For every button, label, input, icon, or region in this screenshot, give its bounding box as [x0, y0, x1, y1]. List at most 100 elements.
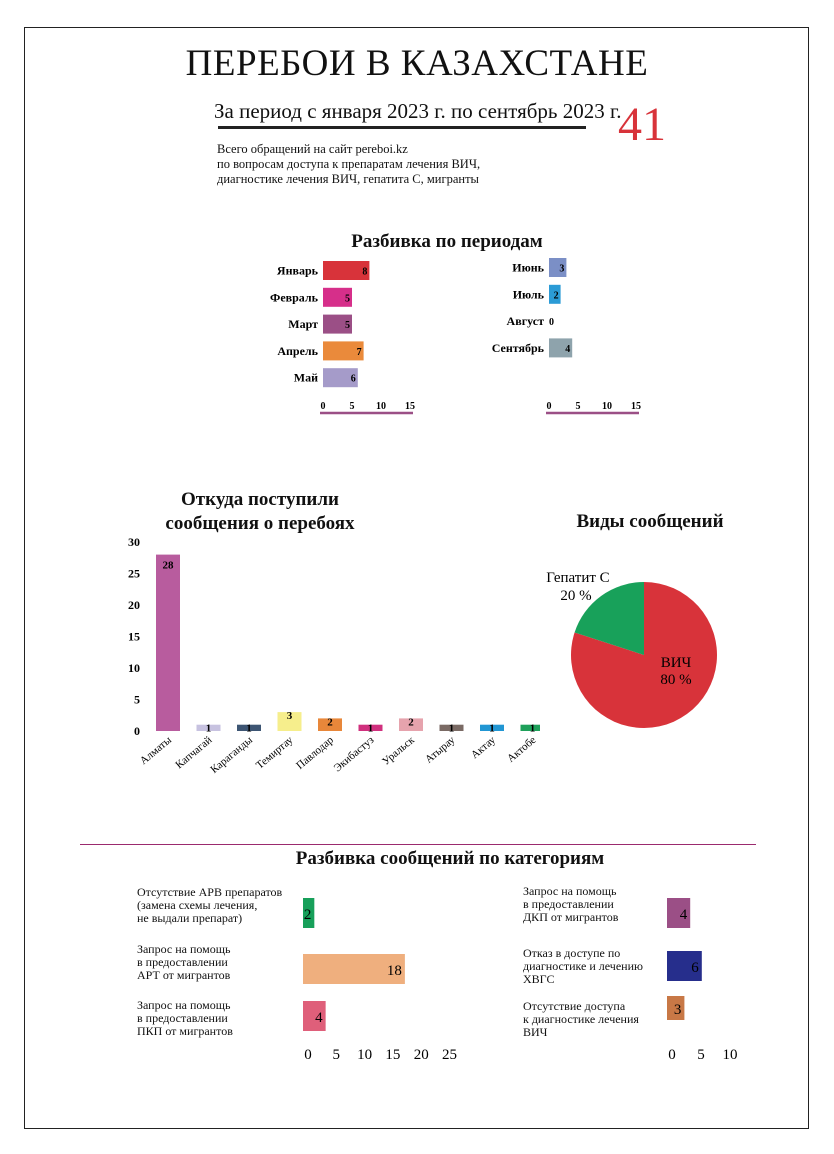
- period-bar: [323, 314, 352, 334]
- period-bar: [323, 287, 352, 307]
- category-label: Отказ в доступе по диагностике и лечению…: [523, 946, 643, 986]
- category-label: Запрос на помощь в предоставлении ПКП от…: [137, 998, 233, 1038]
- category-label: Отсутствие АРВ препаратов (замена схемы …: [137, 885, 283, 925]
- period-value-label: 5: [345, 293, 350, 304]
- city-value-label: 1: [489, 723, 495, 735]
- period-bar: [323, 368, 358, 388]
- category-bar: [303, 1001, 326, 1031]
- category-bar: [303, 954, 405, 984]
- city-category-label: Актау: [469, 734, 498, 761]
- period-tick-label: 15: [631, 401, 641, 412]
- category-value-label: 2: [304, 907, 312, 923]
- category-tick-label: 5: [697, 1047, 705, 1063]
- category-label: Отсутствие доступа к диагностике лечения…: [523, 999, 639, 1039]
- category-tick-label: 20: [414, 1047, 429, 1063]
- period-label: Июль: [513, 287, 545, 301]
- period-tick-label: 0: [547, 401, 552, 412]
- city-value-label: 2: [327, 716, 333, 728]
- city-y-tick-label: 15: [128, 630, 140, 644]
- period-tick-label: 10: [376, 401, 386, 412]
- city-value-label: 3: [287, 710, 293, 722]
- category-tick-label: 10: [357, 1047, 372, 1063]
- category-tick-label: 15: [385, 1047, 400, 1063]
- period-label: Март: [288, 317, 318, 331]
- period-bar: [549, 338, 573, 358]
- category-tick-label: 10: [723, 1047, 738, 1063]
- category-tick-label: 0: [668, 1047, 676, 1063]
- period-value-label: 3: [559, 264, 564, 275]
- city-y-tick-label: 20: [128, 598, 140, 612]
- city-category-label: Алматы: [138, 734, 175, 767]
- period-tick-label: 5: [576, 401, 581, 412]
- city-y-tick-label: 5: [134, 693, 140, 707]
- city-bar: [318, 718, 342, 731]
- category-bar: [667, 996, 685, 1020]
- page-subtitle: За период с января 2023 г. по сентябрь 2…: [214, 99, 622, 123]
- city-category-label: Атырау: [423, 734, 458, 766]
- city-bar: [439, 724, 464, 731]
- category-bar: [667, 898, 691, 928]
- period-tick-label: 10: [602, 401, 612, 412]
- category-label: Запрос на помощь в предоставлении АРТ от…: [137, 942, 231, 982]
- pie-slice-percent-label: 80 %: [660, 672, 691, 688]
- period-bar: [549, 258, 567, 277]
- period-value-label: 5: [345, 320, 350, 331]
- period-tick-label: 5: [350, 401, 355, 412]
- pie-slice-name-label: Гепатит С: [546, 570, 609, 586]
- city-bar: [358, 724, 383, 731]
- category-bar: [303, 898, 315, 928]
- city-category-label: Уральск: [380, 734, 417, 768]
- city-value-label: 28: [163, 560, 175, 572]
- period-value-label: 8: [362, 267, 367, 278]
- city-bar: [237, 724, 261, 731]
- city-y-tick-label: 25: [128, 567, 140, 581]
- period-label: Январь: [277, 264, 319, 278]
- city-value-label: 2: [408, 716, 414, 728]
- city-value-label: 1: [368, 723, 374, 735]
- city-value-label: 1: [530, 723, 536, 735]
- period-value-label: 2: [554, 290, 559, 301]
- city-value-label: 1: [206, 723, 212, 735]
- period-label: Май: [294, 371, 318, 385]
- period-label: Февраль: [270, 290, 319, 304]
- title-underline: [218, 126, 586, 129]
- period-value-label: 7: [357, 347, 362, 358]
- city-category-label: Экибастуз: [332, 734, 377, 774]
- period-label: Сентябрь: [492, 341, 545, 355]
- category-value-label: 4: [680, 907, 688, 923]
- city-category-label: Темиртау: [254, 734, 296, 772]
- city-y-tick-label: 0: [134, 724, 140, 738]
- category-value-label: 18: [387, 963, 402, 979]
- period-label: Апрель: [277, 344, 318, 358]
- intro-text: Всего обращений на сайт pereboi.kz по во…: [217, 142, 481, 186]
- period-value-label: 6: [351, 374, 356, 385]
- city-bar: [277, 712, 302, 731]
- period-value-label: 4: [565, 344, 570, 355]
- period-bar: [323, 341, 364, 361]
- category-tick-label: 5: [333, 1047, 341, 1063]
- city-bar: [399, 718, 423, 731]
- cities-chart-title: Откуда поступили сообщения о перебоях: [165, 489, 355, 534]
- category-value-label: 6: [691, 960, 699, 976]
- city-bar: [196, 724, 221, 731]
- pie-slice-percent-label: 20 %: [560, 588, 591, 604]
- category-label: Запрос на помощь в предоставлении ДКП от…: [523, 884, 619, 924]
- city-value-label: 1: [449, 723, 455, 735]
- category-value-label: 3: [674, 1002, 682, 1018]
- city-category-label: Павлодар: [294, 734, 336, 772]
- pie-slice: [574, 582, 644, 655]
- period-bar: [323, 261, 370, 280]
- category-value-label: 4: [315, 1010, 323, 1026]
- types-chart-title: Виды сообщений: [576, 511, 724, 532]
- period-bar: [549, 284, 561, 304]
- period-label: Август: [507, 314, 545, 328]
- period-value-label: 0: [549, 317, 554, 328]
- period-tick-label: 0: [321, 401, 326, 412]
- cities-chart: 05101520253028Алматы1Капчагай1Караганды3…: [128, 535, 540, 776]
- city-y-tick-label: 10: [128, 661, 140, 675]
- pie-slice-name-label: ВИЧ: [661, 655, 692, 671]
- city-value-label: 1: [246, 723, 252, 735]
- total-count: 41: [618, 98, 666, 151]
- periods-chart-title: Разбивка по периодам: [351, 231, 543, 252]
